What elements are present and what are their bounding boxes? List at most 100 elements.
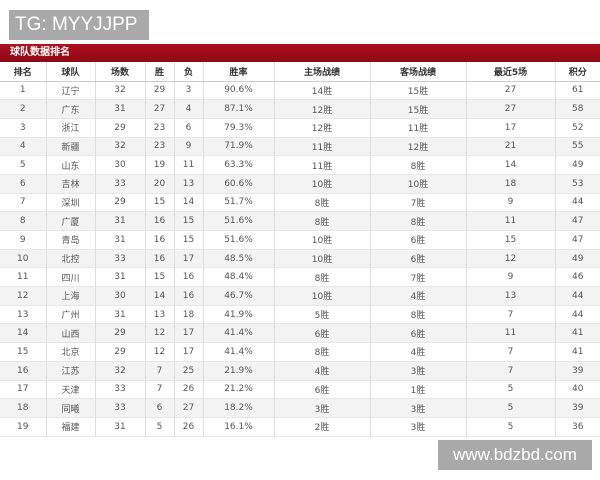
column-header-last-5: 最近5场 (465, 62, 555, 82)
cell-points: 53 (554, 174, 600, 194)
cell-rank: 18 (0, 398, 46, 418)
cell-away-record: 8胜 (369, 211, 466, 231)
table-row: 8 广厦 31 16 15 51.6% 8胜 8胜 11 47 (0, 211, 600, 231)
cell-team: 辽宁 (45, 81, 95, 101)
cell-team: 青岛 (45, 230, 95, 250)
cell-wins: 23 (144, 118, 174, 138)
table-title-bar: 球队数据排名 (0, 44, 600, 62)
cell-away-record: 10胜 (369, 174, 466, 194)
cell-wins: 12 (144, 323, 174, 344)
cell-last-5: 9 (465, 267, 555, 288)
table-row: 16 江苏 32 7 25 21.9% 4胜 3胜 7 39 (0, 361, 600, 381)
cell-away-record: 6胜 (369, 249, 466, 269)
table-row: 3 浙江 29 23 6 79.3% 12胜 11胜 17 52 (0, 118, 600, 138)
cell-away-record: 6胜 (369, 323, 466, 344)
table-row: 11 四川 31 15 16 48.4% 8胜 7胜 9 46 (0, 267, 600, 288)
table-row: 15 北京 29 12 17 41.4% 8胜 4胜 7 41 (0, 342, 600, 362)
cell-last-5: 5 (465, 417, 555, 437)
cell-rank: 16 (0, 361, 46, 381)
cell-away-record: 15胜 (369, 81, 466, 101)
cell-games: 31 (94, 267, 145, 288)
cell-last-5: 18 (465, 174, 555, 194)
table-row: 14 山西 29 12 17 41.4% 6胜 6胜 11 41 (0, 323, 600, 344)
cell-home-record: 5胜 (273, 305, 370, 325)
cell-team: 江苏 (45, 361, 95, 381)
cell-losses: 16 (173, 286, 203, 306)
cell-wins: 14 (144, 286, 174, 306)
cell-last-5: 7 (465, 342, 555, 362)
cell-win-pct: 51.6% (202, 230, 274, 250)
cell-away-record: 8胜 (369, 155, 466, 175)
cell-last-5: 14 (465, 155, 555, 175)
cell-points: 39 (554, 398, 600, 418)
cell-losses: 17 (173, 249, 203, 269)
table-row: 1 辽宁 32 29 3 90.6% 14胜 15胜 27 61 (0, 81, 600, 101)
cell-points: 61 (554, 81, 600, 101)
cell-games: 29 (94, 118, 145, 138)
cell-home-record: 12胜 (273, 118, 370, 138)
table-row: 7 深圳 29 15 14 51.7% 8胜 7胜 9 44 (0, 193, 600, 213)
cell-away-record: 1胜 (369, 380, 466, 400)
cell-wins: 7 (144, 380, 174, 400)
column-header-wins: 胜 (144, 62, 174, 82)
cell-points: 36 (554, 417, 600, 437)
cell-rank: 11 (0, 267, 46, 288)
cell-win-pct: 41.4% (202, 342, 274, 362)
cell-win-pct: 79.3% (202, 118, 274, 138)
cell-rank: 14 (0, 323, 46, 344)
cell-team: 浙江 (45, 118, 95, 138)
cell-points: 52 (554, 118, 600, 138)
cell-rank: 12 (0, 286, 46, 306)
cell-games: 32 (94, 361, 145, 381)
cell-losses: 26 (173, 380, 203, 400)
cell-points: 44 (554, 305, 600, 325)
cell-last-5: 17 (465, 118, 555, 138)
cell-away-record: 8胜 (369, 305, 466, 325)
cell-games: 33 (94, 398, 145, 418)
cell-games: 31 (94, 305, 145, 325)
cell-win-pct: 63.3% (202, 155, 274, 175)
cell-rank: 19 (0, 417, 46, 437)
cell-win-pct: 21.9% (202, 361, 274, 381)
cell-games: 30 (94, 286, 145, 306)
cell-rank: 5 (0, 155, 46, 175)
column-header-games: 场数 (94, 62, 145, 82)
cell-away-record: 4胜 (369, 286, 466, 306)
cell-games: 31 (94, 99, 145, 119)
cell-last-5: 21 (465, 137, 555, 157)
cell-rank: 2 (0, 99, 46, 119)
cell-home-record: 8胜 (273, 342, 370, 362)
table-row: 5 山东 30 19 11 63.3% 11胜 8胜 14 49 (0, 155, 600, 175)
cell-home-record: 14胜 (273, 81, 370, 101)
cell-games: 33 (94, 174, 145, 194)
cell-losses: 9 (173, 137, 203, 157)
cell-losses: 18 (173, 305, 203, 325)
cell-wins: 5 (144, 417, 174, 437)
cell-team: 深圳 (45, 193, 95, 213)
cell-home-record: 3胜 (273, 398, 370, 418)
cell-win-pct: 41.4% (202, 323, 274, 344)
cell-rank: 13 (0, 305, 46, 325)
cell-last-5: 7 (465, 361, 555, 381)
table-row: 13 广州 31 13 18 41.9% 5胜 8胜 7 44 (0, 305, 600, 325)
cell-win-pct: 46.7% (202, 286, 274, 306)
column-header-team: 球队 (45, 62, 95, 82)
cell-away-record: 7胜 (369, 267, 466, 288)
cell-rank: 10 (0, 249, 46, 269)
cell-win-pct: 51.7% (202, 193, 274, 213)
cell-rank: 6 (0, 174, 46, 194)
cell-last-5: 11 (465, 323, 555, 344)
cell-points: 49 (554, 155, 600, 175)
cell-away-record: 7胜 (369, 193, 466, 213)
cell-home-record: 6胜 (273, 380, 370, 400)
cell-wins: 15 (144, 267, 174, 288)
cell-last-5: 27 (465, 81, 555, 101)
cell-win-pct: 41.9% (202, 305, 274, 325)
cell-points: 44 (554, 286, 600, 306)
cell-wins: 29 (144, 81, 174, 101)
table-row: 9 青岛 31 16 15 51.6% 10胜 6胜 15 47 (0, 230, 600, 250)
cell-home-record: 6胜 (273, 323, 370, 344)
cell-away-record: 3胜 (369, 398, 466, 418)
cell-losses: 15 (173, 211, 203, 231)
cell-win-pct: 48.5% (202, 249, 274, 269)
